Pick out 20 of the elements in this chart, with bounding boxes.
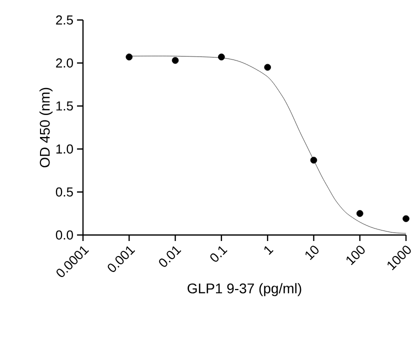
point (310, 156, 318, 164)
y-tick-label: 1.0 (56, 144, 73, 154)
x-axis-title: GLP1 9-37 (pg/ml) (188, 283, 302, 296)
x-tick-label: 100 (346, 246, 365, 266)
point (218, 54, 225, 60)
y-tick-label: 0.0 (56, 230, 73, 240)
y-axis-title: OD 450 (nm) (39, 88, 53, 168)
x-tick-label: 1 (264, 246, 274, 255)
x-tick-label: 0.01 (159, 246, 182, 267)
point (356, 210, 364, 217)
x-tick-label: 0.1 (210, 246, 228, 262)
y-tick-label: 2.5 (56, 15, 73, 25)
y-tick-label: 1.5 (56, 101, 73, 111)
point (402, 215, 410, 222)
y-tick-label: 2.0 (56, 58, 73, 68)
point (126, 54, 133, 60)
point (264, 64, 271, 71)
x-tick-label: 10 (306, 246, 319, 260)
point (172, 57, 179, 64)
y-tick-label: 0.5 (56, 187, 73, 197)
